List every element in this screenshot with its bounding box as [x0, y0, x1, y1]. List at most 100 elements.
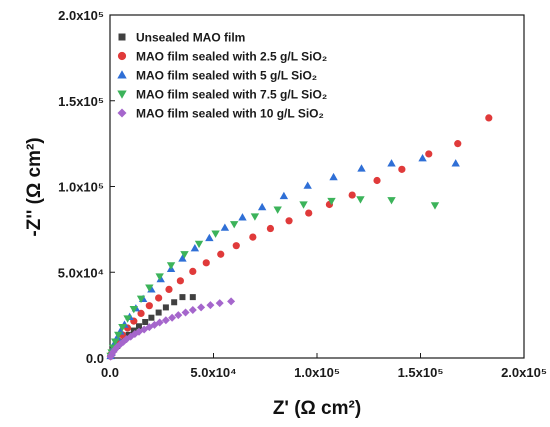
data-point [118, 323, 127, 332]
data-point [329, 172, 338, 181]
data-point [165, 285, 173, 293]
data-point [155, 294, 163, 302]
legend-label: MAO film sealed with 2.5 g/L SiO₂ [136, 50, 327, 64]
data-point [179, 294, 186, 301]
data-point [285, 217, 293, 225]
series-3 [106, 154, 460, 360]
data-point [211, 230, 220, 238]
series-4 [106, 196, 440, 361]
data-point [155, 318, 164, 327]
y-tick-label: 1.0x10⁵ [58, 180, 104, 195]
data-point [155, 309, 162, 316]
data-point [257, 202, 267, 211]
data-point [161, 316, 170, 325]
data-point [230, 221, 239, 229]
data-point [188, 305, 197, 314]
data-point [387, 197, 396, 205]
x-tick-label: 0.0 [101, 365, 119, 380]
data-point [181, 308, 190, 317]
legend-label: MAO film sealed with 5 g/L SiO₂ [136, 69, 317, 83]
data-point [180, 251, 189, 259]
legend-marker [117, 90, 127, 99]
data-point [205, 233, 214, 242]
data-point [178, 254, 187, 262]
data-point [206, 301, 215, 310]
data-point [303, 181, 312, 189]
data-point [250, 213, 260, 221]
data-point [189, 294, 196, 301]
data-point [356, 196, 365, 204]
data-point [418, 154, 427, 162]
legend-marker [118, 33, 126, 41]
data-point [266, 224, 275, 233]
data-point [279, 191, 289, 200]
data-point [176, 277, 184, 285]
data-point [194, 240, 204, 249]
legend-label: MAO film sealed with 7.5 g/L SiO₂ [136, 88, 327, 102]
x-tick-label: 1.5x10⁵ [398, 365, 444, 380]
data-point [215, 299, 224, 308]
data-point [232, 242, 240, 250]
data-point [189, 267, 197, 275]
data-point [162, 304, 169, 311]
data-point [249, 233, 257, 241]
data-point [238, 213, 247, 221]
y-tick-label: 5.0x10⁴ [58, 265, 104, 280]
plot-frame [109, 14, 525, 359]
data-point [485, 114, 493, 122]
legend-label: MAO film sealed with 10 g/L SiO₂ [136, 107, 324, 121]
data-point [451, 159, 460, 167]
series-5 [106, 297, 236, 361]
data-point [305, 209, 313, 217]
data-point [197, 303, 206, 312]
y-axis-title: -Z'' (Ω cm²) [24, 137, 45, 236]
data-point [174, 311, 183, 320]
data-point [202, 259, 210, 267]
axes [109, 14, 525, 359]
data-point [190, 244, 200, 252]
y-tick-label: 2.0x10⁵ [58, 8, 104, 23]
data-point [130, 327, 137, 334]
x-tick-label: 1.0x10⁵ [294, 365, 340, 380]
data-point [171, 299, 178, 306]
data-point [430, 202, 440, 210]
data-point [148, 314, 155, 321]
data-point [145, 302, 153, 310]
y-tick-label: 0.0 [86, 351, 104, 366]
data-point [454, 140, 462, 148]
data-point [129, 305, 139, 314]
data-point [136, 295, 146, 304]
data-point [155, 273, 164, 281]
data-point [387, 159, 396, 167]
data-point [135, 323, 142, 330]
legend: Unsealed MAO film MAO film sealed with 2.… [117, 31, 327, 121]
legend-marker [117, 108, 127, 118]
data-point [123, 315, 132, 323]
data-markers [106, 114, 493, 361]
data-point [348, 191, 356, 199]
data-point [227, 297, 236, 306]
data-point [357, 164, 366, 172]
data-point [273, 206, 282, 214]
data-point [327, 197, 336, 206]
x-axis-title: Z' (Ω cm²) [273, 398, 361, 419]
data-point [168, 313, 177, 322]
data-point [137, 309, 145, 318]
data-point [425, 150, 433, 158]
data-point [114, 331, 123, 340]
data-point [398, 165, 406, 173]
x-tick-label: 5.0x10⁴ [190, 365, 236, 380]
data-point [373, 176, 381, 185]
data-point [110, 338, 120, 346]
legend-label: Unsealed MAO film [136, 31, 245, 45]
data-point [217, 250, 225, 258]
data-point [142, 318, 149, 325]
y-tick-label: 1.5x10⁵ [58, 94, 104, 109]
ticks: 0.0 5.0x10⁴ 1.0x10⁵ 1.5x10⁵ 2.0x10⁵ 0.0 5.0x10… [58, 8, 547, 380]
x-tick-label: 2.0x10⁵ [501, 365, 547, 380]
data-point [145, 284, 154, 292]
data-point [166, 262, 176, 270]
data-point [299, 201, 308, 209]
legend-marker [117, 51, 127, 61]
data-point [220, 223, 230, 231]
